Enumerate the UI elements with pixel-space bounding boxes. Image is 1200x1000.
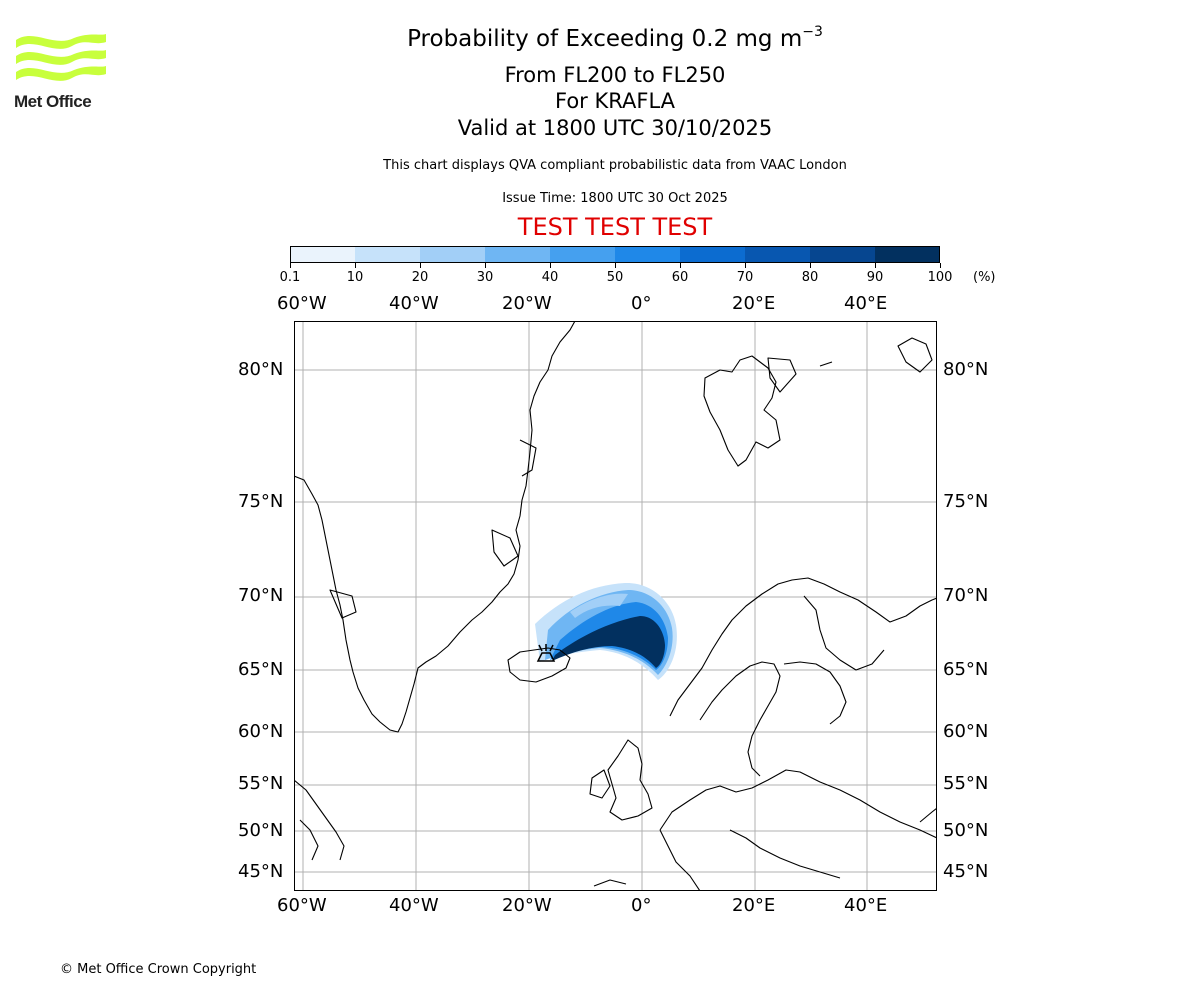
- lon-label-bottom: 60°W: [277, 895, 327, 916]
- colorbar-segment: [355, 246, 421, 263]
- probability-colorbar: [290, 246, 940, 263]
- lat-label-right: 80°N: [943, 359, 989, 380]
- lon-label-top: 20°W: [502, 293, 552, 314]
- lon-label-bottom: 20°E: [732, 895, 776, 916]
- coastlines: [294, 321, 937, 891]
- lon-label-bottom: 40°W: [389, 895, 439, 916]
- colorbar-unit: (%): [973, 270, 996, 285]
- lat-label-left: 70°N: [238, 585, 284, 606]
- colorbar-tick-label: 60: [671, 270, 689, 285]
- colorbar-tick-label: 30: [476, 270, 494, 285]
- colorbar-tick-label: 100: [927, 270, 953, 285]
- met-office-logo: [14, 30, 114, 112]
- test-banner: TEST TEST TEST: [517, 213, 713, 241]
- colorbar-tick-label: 70: [736, 270, 754, 285]
- volcano-name: For KRAFLA: [555, 89, 675, 113]
- lon-label-top: 60°W: [277, 293, 327, 314]
- lat-label-left: 50°N: [238, 820, 284, 841]
- colorbar-segment: [485, 246, 551, 263]
- scandinavia-coast: [669, 577, 937, 717]
- lon-label-top: 40°W: [389, 293, 439, 314]
- copyright-notice: © Met Office Crown Copyright: [60, 962, 257, 977]
- europe-coast: [659, 769, 937, 839]
- title-exponent: −3: [802, 24, 823, 40]
- lon-label-bottom: 40°E: [844, 895, 888, 916]
- lat-label-left: 75°N: [238, 491, 284, 512]
- colorbar-segment: [550, 246, 616, 263]
- lat-label-left: 55°N: [238, 773, 284, 794]
- colorbar-segment: [810, 246, 876, 263]
- issue-time: Issue Time: 1800 UTC 30 Oct 2025: [502, 191, 728, 206]
- colorbar-segment: [680, 246, 746, 263]
- colorbar-segment: [875, 246, 940, 263]
- svalbard-coast: [703, 355, 781, 467]
- colorbar-tick-label: 40: [541, 270, 559, 285]
- lat-label-right: 60°N: [943, 721, 989, 742]
- lon-label-bottom: 0°: [631, 895, 652, 916]
- lat-label-left: 65°N: [238, 659, 284, 680]
- valid-time: Valid at 1800 UTC 30/10/2025: [457, 116, 773, 140]
- british-isles-coast: [607, 739, 653, 821]
- colorbar-tick-label: 80: [801, 270, 819, 285]
- colorbar-segment: [745, 246, 811, 263]
- colorbar-segment: [615, 246, 681, 263]
- lat-label-right: 70°N: [943, 585, 989, 606]
- lat-label-right: 65°N: [943, 659, 989, 680]
- graticule-grid: [294, 321, 937, 891]
- chart-description: This chart displays QVA compliant probab…: [383, 158, 847, 173]
- map-frame: [294, 321, 937, 891]
- chart-title: Probability of Exceeding 0.2 mg m−3: [300, 24, 930, 52]
- volcano-icon: [536, 644, 556, 662]
- lon-label-top: 0°: [631, 293, 652, 314]
- wave-logo-icon: [16, 34, 106, 81]
- colorbar-tick-label: 90: [866, 270, 884, 285]
- colorbar-tick-label: 20: [411, 270, 429, 285]
- colorbar-tick-label: 0.1: [279, 270, 301, 285]
- colorbar-segment: [420, 246, 486, 263]
- colorbar-tick-label: 50: [606, 270, 624, 285]
- lat-label-left: 80°N: [238, 359, 284, 380]
- iceland-coast: [507, 647, 571, 683]
- lon-label-bottom: 20°W: [502, 895, 552, 916]
- lat-label-right: 75°N: [943, 491, 989, 512]
- map-panel[interactable]: [294, 321, 937, 891]
- lon-label-top: 40°E: [844, 293, 888, 314]
- colorbar-ticks: [290, 263, 941, 268]
- greenland-coast: [294, 321, 576, 733]
- lat-label-right: 50°N: [943, 820, 989, 841]
- lon-label-top: 20°E: [732, 293, 776, 314]
- title-text: Probability of Exceeding 0.2 mg m: [407, 26, 803, 52]
- colorbar-tick-label: 10: [346, 270, 364, 285]
- lat-label-right: 45°N: [943, 861, 989, 882]
- lat-label-left: 45°N: [238, 861, 284, 882]
- ash-probability-plume: [535, 582, 677, 680]
- flight-level-range: From FL200 to FL250: [504, 63, 726, 87]
- lat-label-left: 60°N: [238, 721, 284, 742]
- logo-brand-text: Met Office: [14, 92, 92, 111]
- lat-label-right: 55°N: [943, 773, 989, 794]
- colorbar-segment: [290, 246, 356, 263]
